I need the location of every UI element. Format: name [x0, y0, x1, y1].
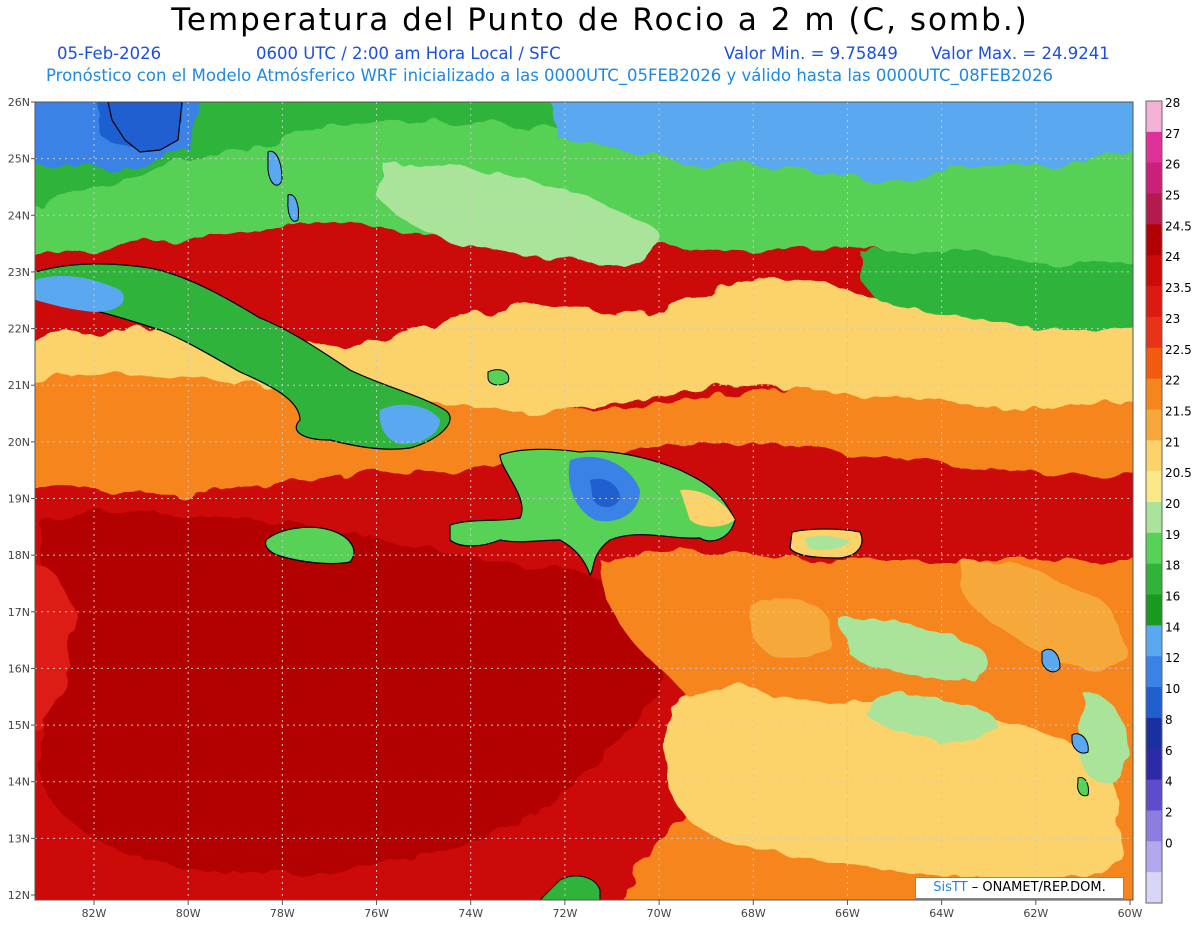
colorbar-label: 12 — [1165, 651, 1180, 665]
latitude-axis: 26N 25N 24N 23N 22N 21N 20N 19N 18N 17N 16N 15N 14N 1… — [8, 96, 35, 902]
forecast-date: 05-Feb-2026 — [57, 44, 162, 63]
lon-tick-label: 72W — [552, 907, 577, 920]
colorbar-swatch — [1146, 193, 1162, 225]
lon-tick-label: 76W — [364, 907, 389, 920]
colorbar-swatch — [1146, 748, 1162, 781]
lat-tick-label: 21N — [8, 379, 30, 392]
colorbar-label: 10 — [1165, 682, 1180, 696]
lon-tick-label: 74W — [458, 907, 483, 920]
lon-tick-label: 60W — [1118, 907, 1143, 920]
colorbar-swatch — [1146, 440, 1162, 472]
lat-tick-label: 12N — [8, 889, 30, 902]
colorbar-label: 28 — [1165, 96, 1180, 110]
lat-tick-label: 26N — [8, 96, 30, 109]
colorbar-swatch — [1146, 378, 1162, 410]
colorbar-swatch — [1146, 286, 1162, 318]
colorbar-swatch — [1146, 872, 1162, 904]
colorbar-label: 26 — [1165, 158, 1180, 172]
colorbar-label: 22.5 — [1165, 343, 1192, 357]
colorbar-swatch — [1146, 101, 1162, 133]
forecast-time: 0600 UTC / 2:00 am Hora Local / SFC — [256, 44, 561, 63]
lat-tick-label: 20N — [8, 436, 30, 449]
colorbar-label: 21 — [1165, 435, 1180, 449]
colorbar-label: 24.5 — [1165, 219, 1192, 233]
map-frame — [34, 101, 1134, 901]
colorbar-label: 20 — [1165, 497, 1180, 511]
colorbar-label: 2 — [1165, 805, 1173, 819]
lat-tick-label: 19N — [8, 493, 30, 506]
colorbar-label: 19 — [1165, 528, 1180, 542]
lat-tick-label: 18N — [8, 549, 30, 562]
max-value: Valor Max. = 24.9241 — [931, 44, 1110, 63]
lat-tick-label: 25N — [8, 153, 30, 166]
colorbar-swatch — [1146, 810, 1162, 842]
colorbar-label: 20.5 — [1165, 466, 1192, 480]
colorbar-swatch — [1146, 717, 1162, 750]
lat-tick-label: 13N — [8, 832, 30, 845]
colorbar-label: 23.5 — [1165, 281, 1192, 295]
min-value: Valor Min. = 9.75849 — [724, 44, 898, 63]
lon-tick-label: 62W — [1023, 907, 1048, 920]
colorbar-swatch — [1146, 841, 1162, 873]
colorbar-swatch — [1146, 687, 1162, 719]
colorbar-label: 6 — [1165, 744, 1173, 758]
colorbar-swatch — [1146, 316, 1162, 349]
lat-tick-label: 16N — [8, 662, 30, 675]
sistt-logo: SisTT — [933, 880, 968, 895]
colorbar-label: 21.5 — [1165, 404, 1192, 418]
colorbar-label: 8 — [1165, 713, 1173, 727]
colorbar-swatch — [1146, 162, 1162, 195]
colorbar-label: 0 — [1165, 836, 1173, 850]
colorbar: 2827262524.52423.52322.52221.52120.52019… — [1145, 96, 1192, 904]
lat-tick-label: 22N — [8, 323, 30, 336]
colorbar-swatch — [1146, 347, 1162, 380]
chart-title: Temperatura del Punto de Rocio a 2 m (C,… — [171, 2, 1029, 38]
credit-box: SisTT – ONAMET/REP.DOM. — [915, 877, 1124, 899]
colorbar-swatch — [1146, 131, 1162, 164]
colorbar-swatch — [1146, 471, 1162, 503]
colorbar-border — [1145, 100, 1163, 904]
lon-tick-label: 64W — [929, 907, 954, 920]
lon-tick-label: 66W — [835, 907, 860, 920]
shaded-field — [35, 102, 1133, 900]
colorbar-swatch — [1146, 594, 1162, 626]
colorbar-swatch — [1146, 532, 1162, 565]
colorbar-label: 16 — [1165, 590, 1180, 604]
colorbar-label: 18 — [1165, 559, 1180, 573]
lat-tick-label: 17N — [8, 606, 30, 619]
colorbar-label: 23 — [1165, 312, 1180, 326]
lon-tick-label: 80W — [176, 907, 201, 920]
lat-tick-label: 23N — [8, 266, 30, 279]
gridlines — [35, 102, 1133, 900]
land — [35, 102, 1089, 900]
colorbar-swatch — [1146, 502, 1162, 534]
lat-tick-label: 14N — [8, 776, 30, 789]
colorbar-swatch — [1146, 625, 1162, 657]
lon-tick-label: 68W — [741, 907, 766, 920]
colorbar-swatch — [1146, 779, 1162, 811]
colorbar-swatch — [1146, 409, 1162, 441]
colorbar-label: 25 — [1165, 189, 1180, 203]
credit-text: – ONAMET/REP.DOM. — [971, 880, 1106, 895]
colorbar-label: 14 — [1165, 620, 1180, 634]
lon-tick-label: 70W — [647, 907, 672, 920]
colorbar-label: 27 — [1165, 127, 1180, 141]
colorbar-label: 22 — [1165, 374, 1180, 388]
lon-tick-label: 82W — [82, 907, 107, 920]
colorbar-swatch — [1146, 255, 1162, 287]
lat-tick-label: 24N — [8, 209, 30, 222]
colorbar-label: 24 — [1165, 250, 1180, 264]
colorbar-label: 4 — [1165, 775, 1173, 789]
longitude-axis: 82W 80W 78W 76W 74W 72W 70W 68W 66W 64W 62W 60W — [82, 900, 1143, 920]
model-info: Pronóstico con el Modelo Atmósferico WRF… — [46, 66, 1054, 85]
colorbar-swatch — [1146, 224, 1162, 256]
colorbar-swatch — [1146, 656, 1162, 688]
colorbar-swatch — [1146, 563, 1162, 596]
lat-tick-label: 15N — [8, 719, 30, 732]
lon-tick-label: 78W — [270, 907, 295, 920]
